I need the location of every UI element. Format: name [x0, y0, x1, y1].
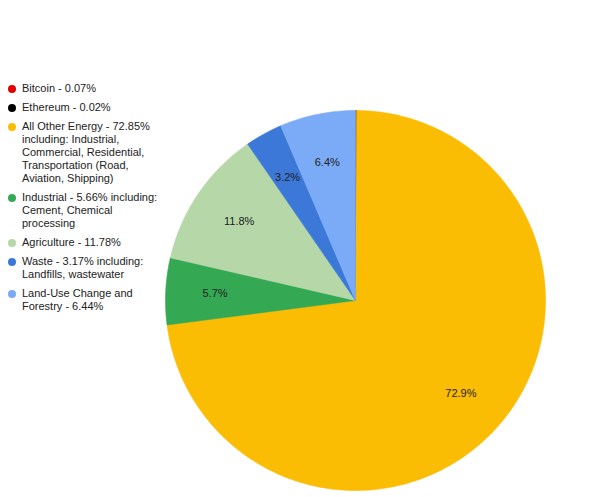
svg-text:11.8%: 11.8%: [224, 215, 255, 227]
html-text:Bitcoin - 0.07%: Bitcoin - 0.07%: [22, 82, 96, 94]
html-text:Land-Use Change and Forestry -: Land-Use Change and Forestry - 6.44%: [22, 287, 133, 312]
svg-text:72.9%: 72.9%: [445, 387, 476, 399]
svg-text:5.7%: 5.7%: [203, 287, 228, 299]
svg-text:3.2%: 3.2%: [275, 171, 300, 183]
html-text:Ethereum - 0.02%: Ethereum - 0.02%: [22, 101, 111, 113]
html-text:Agriculture - 11.78%: Agriculture - 11.78%: [22, 236, 121, 248]
html-text:Industrial - 5.66% including:: Industrial - 5.66% including: Cement, Ch…: [22, 191, 158, 229]
svg-text:6.4%: 6.4%: [315, 156, 340, 168]
html-text:Waste - 3.17% including: Landf: Waste - 3.17% including: Landfills, wast…: [22, 255, 144, 280]
html-text:All Other Energy - 72.85% incl: All Other Energy - 72.85% including: Ind…: [22, 120, 150, 184]
